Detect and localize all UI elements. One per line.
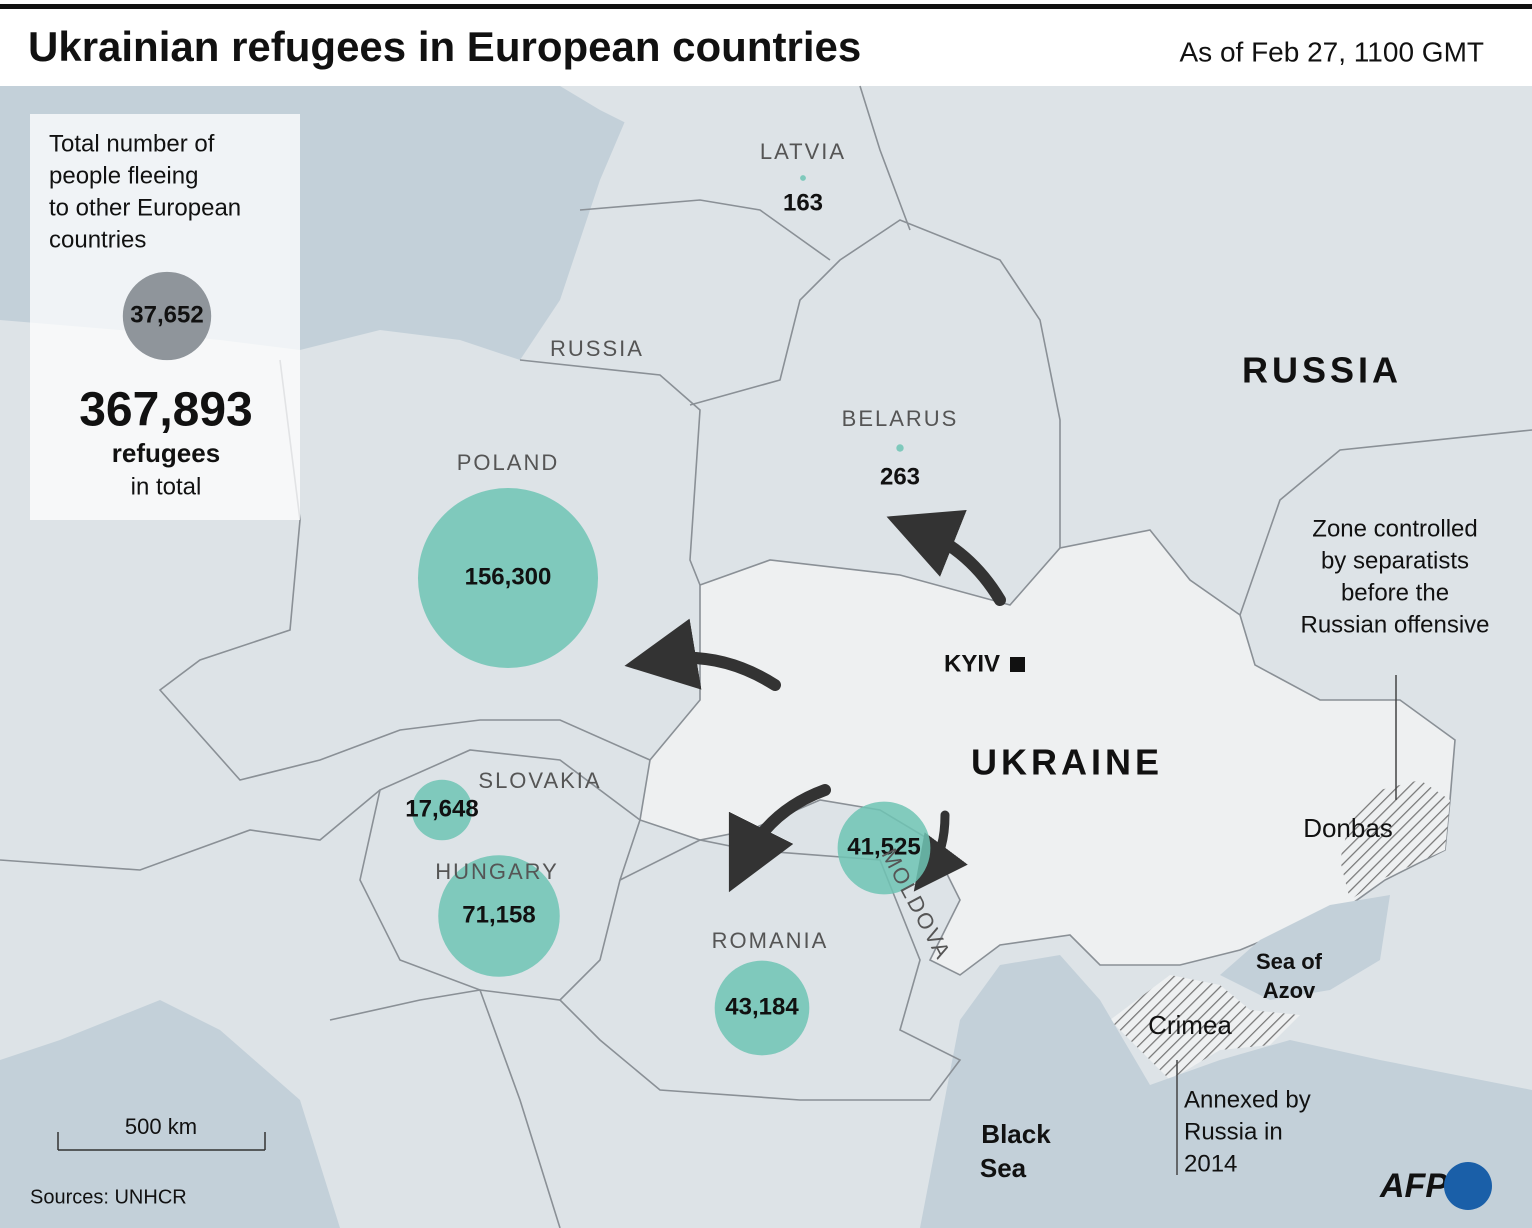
- border: [329, 989, 561, 1228]
- bubble-label: 37,652: [130, 301, 203, 328]
- place-label: Crimea: [1148, 1010, 1232, 1040]
- legend-text: Total number of people fleeing to other Eu…: [49, 130, 241, 253]
- annotation-line: by separatists: [1321, 547, 1469, 574]
- legend-line: to other European: [49, 194, 241, 221]
- place-label: Donbas: [1303, 813, 1393, 843]
- country-label: HUNGARY: [435, 859, 559, 884]
- border: [359, 749, 641, 1001]
- bubble: [417, 487, 599, 669]
- annotation-line: Russian offensive: [1301, 611, 1490, 638]
- annotation-line: Zone controlled: [1312, 515, 1477, 542]
- border: [519, 359, 701, 586]
- sea-label: Sea of: [1256, 949, 1323, 974]
- bubble: [714, 960, 810, 1056]
- legend-line: Total number of: [49, 130, 215, 157]
- logo: AFP: [1379, 1167, 1448, 1205]
- country-label: SLOVAKIA: [478, 768, 601, 793]
- country-label: BELARUS: [842, 406, 959, 431]
- place-label: RUSSIA: [1242, 350, 1402, 391]
- bubble-label: 43,184: [725, 993, 799, 1020]
- bubble: [800, 175, 806, 181]
- title: Ukrainian refugees in European countries: [28, 23, 861, 70]
- bubble: [438, 855, 560, 977]
- bubble: [411, 779, 473, 841]
- country-label: ROMANIA: [712, 928, 829, 953]
- annotation-line: before the: [1341, 579, 1449, 606]
- bubble: [122, 271, 212, 361]
- arrow: [624, 618, 781, 691]
- arrow: [728, 784, 831, 893]
- baltic-coast: [560, 86, 840, 150]
- arrow: [886, 509, 1006, 606]
- crimea-zone: [1110, 975, 1300, 1080]
- black-sea: [920, 955, 1532, 1228]
- border: [579, 199, 831, 261]
- border: [1239, 429, 1532, 616]
- source: Sources: UNHCR: [30, 1186, 187, 1208]
- bubble-label: 41,525: [847, 833, 920, 860]
- bubble-label: 163: [783, 189, 823, 216]
- annotation-line: Annexed by: [1184, 1086, 1311, 1113]
- bubble-label: 71,158: [462, 901, 535, 928]
- place-label: UKRAINE: [971, 742, 1163, 783]
- annotation-line: Russia in: [1184, 1118, 1283, 1145]
- sea-label: Sea: [980, 1153, 1027, 1183]
- adriatic-sea: [0, 1000, 340, 1228]
- border: [0, 789, 381, 871]
- sea-label: Azov: [1263, 978, 1316, 1003]
- total-unit: refugees: [112, 438, 220, 468]
- place-label: RUSSIA: [550, 336, 644, 361]
- donbas-zone: [1340, 780, 1450, 900]
- country-label: POLAND: [457, 450, 559, 475]
- top-rule: [0, 4, 1532, 9]
- country-label: LATVIA: [760, 139, 846, 164]
- legend-line: countries: [49, 226, 146, 253]
- bubble: [837, 801, 931, 895]
- logo-dot: [1444, 1162, 1492, 1210]
- total-suffix: in total: [131, 473, 202, 500]
- total: 367,893: [79, 384, 253, 437]
- scale-label: 500 km: [125, 1114, 197, 1139]
- border: [859, 85, 911, 231]
- bubble-label: 263: [880, 463, 920, 490]
- arrow: [913, 810, 968, 892]
- date: As of Feb 27, 1100 GMT: [1179, 36, 1484, 67]
- bubble-label: 156,300: [465, 563, 552, 590]
- bubble-label: 17,648: [405, 795, 478, 822]
- border: [158, 359, 651, 781]
- border: [689, 219, 1061, 548]
- arrows: [624, 509, 1006, 893]
- sea-label: Black: [981, 1119, 1051, 1149]
- legend-line: people fleeing: [49, 162, 198, 189]
- annotations: Zone controlled by separatists before the R…: [1184, 515, 1490, 1177]
- annotation-line: 2014: [1184, 1150, 1237, 1177]
- capital-label: KYIV: [944, 650, 1000, 677]
- bubble: [896, 444, 904, 452]
- capital-marker: [1010, 657, 1025, 672]
- sea-of-azov: [1220, 895, 1390, 1000]
- bubbles: 37,652 POLAND 156,300 HUNGARY 71,158 ROMANIA 4…: [122, 139, 959, 1056]
